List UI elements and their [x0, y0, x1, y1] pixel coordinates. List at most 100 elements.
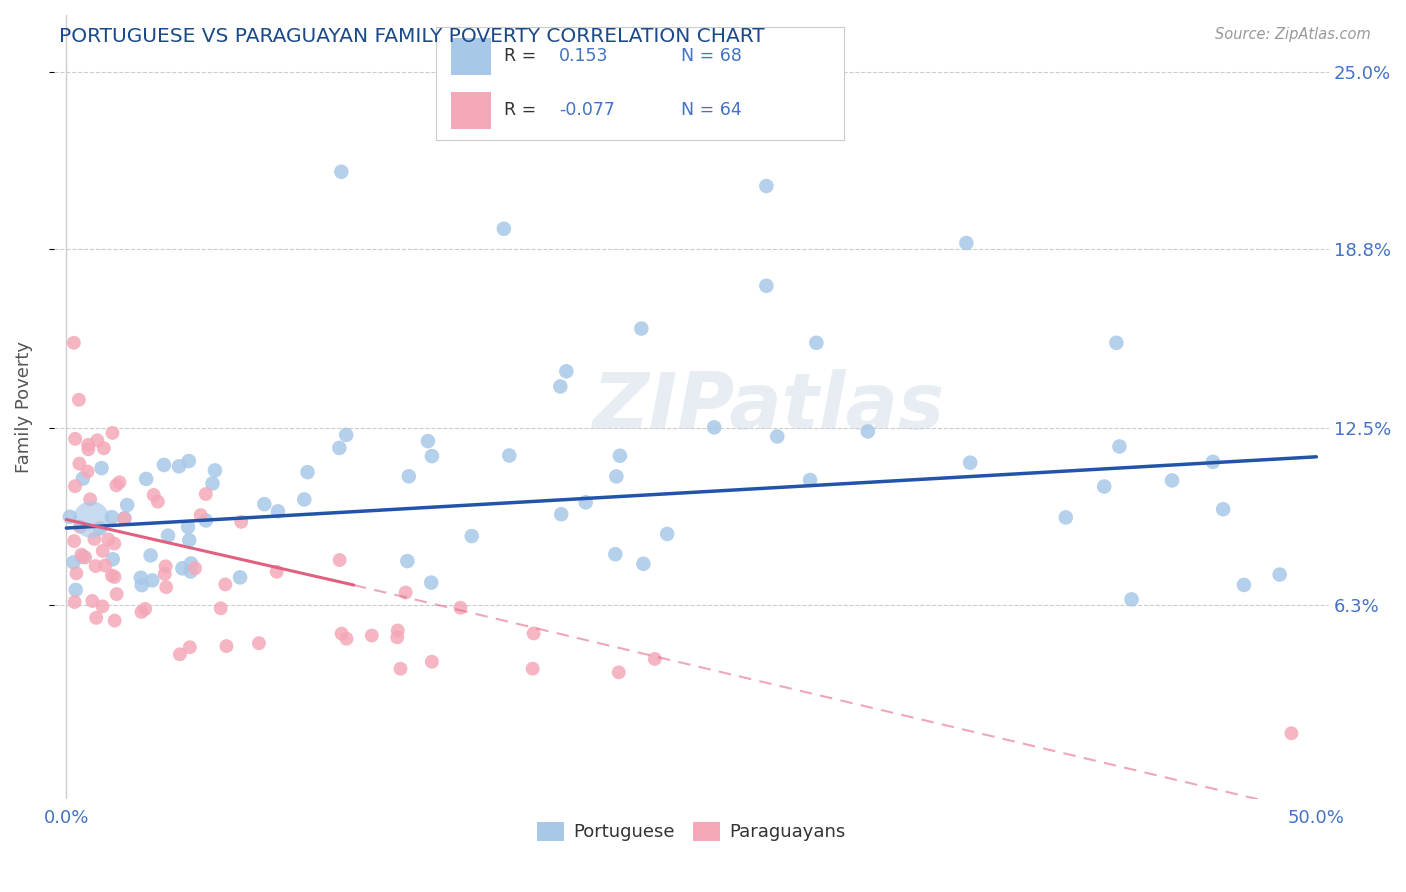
Point [396, 554, 419, 568]
Point [955, 235, 977, 250]
Point [522, 662, 544, 676]
Point [63, 432, 86, 446]
Point [146, 494, 169, 508]
Point [330, 626, 353, 640]
Point [156, 528, 179, 542]
Point [93, 442, 115, 456]
Point [82, 594, 104, 608]
Text: PORTUGUESE VS PARAGUAYAN FAMILY POVERTY CORRELATION CHART: PORTUGUESE VS PARAGUAYAN FAMILY POVERTY … [59, 27, 765, 45]
Point [420, 449, 443, 463]
Point [83, 532, 105, 546]
Point [605, 547, 627, 561]
Point [77, 438, 100, 452]
Text: Source: ZipAtlas.com: Source: ZipAtlas.com [1215, 27, 1371, 42]
Point [142, 488, 165, 502]
Point [703, 420, 725, 434]
Point [108, 475, 131, 490]
Point [461, 529, 484, 543]
Point [177, 454, 200, 468]
Point [1212, 502, 1234, 516]
Point [94, 558, 117, 573]
Point [129, 571, 152, 585]
Point [449, 600, 471, 615]
Point [253, 497, 276, 511]
Point [179, 640, 201, 655]
Point [755, 179, 778, 194]
Point [550, 379, 572, 393]
Point [101, 510, 124, 524]
Point [201, 476, 224, 491]
Point [523, 626, 546, 640]
Point [172, 561, 194, 575]
Point [184, 561, 207, 575]
Point [389, 662, 412, 676]
Point [169, 647, 191, 661]
Point [135, 472, 157, 486]
Point [416, 434, 439, 449]
Point [114, 511, 136, 525]
Legend: Portuguese, Paraguayans: Portuguese, Paraguayans [530, 814, 852, 848]
Point [806, 335, 828, 350]
Point [1279, 726, 1302, 740]
Point [155, 559, 177, 574]
Point [329, 553, 352, 567]
Point [65, 582, 87, 597]
Point [80, 512, 103, 526]
Point [59, 509, 82, 524]
Point [498, 449, 520, 463]
Point [1092, 479, 1115, 493]
Point [247, 636, 270, 650]
Point [1121, 592, 1143, 607]
Point [190, 508, 212, 522]
Point [91, 544, 114, 558]
Point [180, 557, 202, 571]
Point [90, 461, 112, 475]
Point [67, 392, 90, 407]
Point [97, 533, 120, 547]
Point [153, 566, 176, 581]
Point [139, 549, 162, 563]
Point [153, 458, 176, 472]
Point [63, 595, 86, 609]
Point [330, 165, 353, 179]
Point [420, 575, 443, 590]
Point [63, 335, 86, 350]
Point [799, 473, 821, 487]
Point [141, 574, 163, 588]
Point [69, 520, 91, 534]
Point [630, 321, 652, 335]
Point [115, 498, 138, 512]
Point [1105, 335, 1128, 350]
Point [62, 555, 84, 569]
Point [755, 278, 778, 293]
Point [86, 434, 108, 448]
Point [492, 221, 515, 235]
Point [387, 630, 409, 644]
Point [131, 578, 153, 592]
Point [105, 587, 128, 601]
Point [633, 557, 655, 571]
Point [1161, 474, 1184, 488]
Point [79, 492, 101, 507]
Point [644, 652, 666, 666]
Point [63, 534, 86, 549]
Point [131, 605, 153, 619]
Text: ZIPatlas: ZIPatlas [592, 369, 943, 445]
Point [609, 449, 631, 463]
Point [394, 585, 416, 599]
Point [105, 478, 128, 492]
Point [335, 632, 357, 646]
Point [101, 552, 124, 566]
Point [1233, 578, 1256, 592]
Point [328, 441, 350, 455]
Point [292, 492, 315, 507]
Point [297, 465, 319, 479]
Point [959, 456, 981, 470]
Point [101, 425, 124, 440]
Point [76, 465, 98, 479]
Point [167, 459, 190, 474]
Point [657, 527, 679, 541]
Point [1108, 440, 1130, 454]
Point [766, 429, 789, 443]
Point [84, 611, 107, 625]
